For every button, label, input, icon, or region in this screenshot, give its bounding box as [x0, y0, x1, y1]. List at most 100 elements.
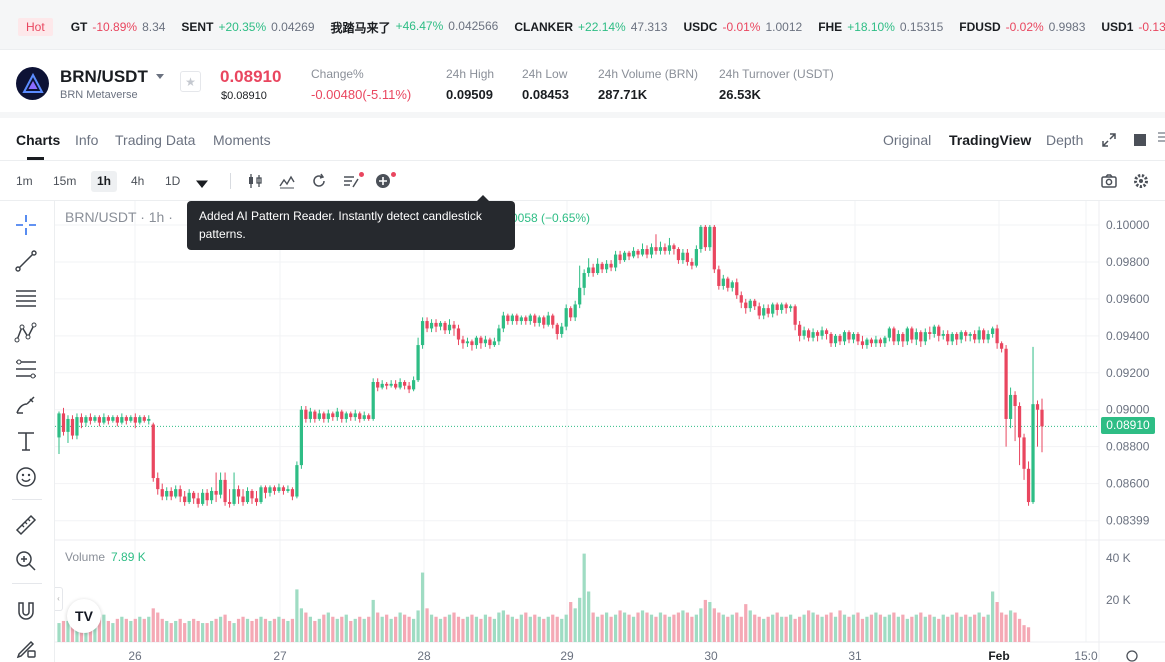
text-tool-icon[interactable] [14, 429, 38, 453]
ticker-symbol: GT [70, 20, 88, 34]
menu-icon[interactable] [1157, 131, 1165, 143]
candle-body [1004, 348, 1008, 419]
volume-bar [61, 620, 66, 642]
volume-bar [205, 623, 209, 642]
candle-body [699, 226, 703, 250]
candle-body [946, 333, 950, 342]
candle-body [299, 409, 303, 466]
ticker-item[interactable]: USD1-0.13%0.99 [1101, 20, 1165, 34]
pattern-reader-icon[interactable] [342, 172, 360, 190]
candle-body [295, 465, 299, 497]
volume-bar [385, 614, 389, 642]
replay-icon[interactable] [310, 172, 328, 190]
collapse-toolbar-handle[interactable]: ‹ [55, 587, 63, 611]
favorite-star-icon[interactable]: ★ [180, 71, 201, 92]
volume-bar [721, 614, 725, 642]
ticker-item[interactable]: SENT +20.35% 0.04269 [181, 20, 314, 34]
indicators-icon[interactable] [278, 172, 296, 190]
fullscreen-icon[interactable] [1102, 133, 1116, 147]
volume-bar [178, 618, 182, 642]
candle-body [685, 252, 690, 262]
new-feature-dot [391, 172, 396, 177]
volume-bar [115, 618, 119, 642]
price-chart[interactable]: 0.10000 0.09800 0.09600 0.09400 0.09200 0.090… [55, 195, 1165, 662]
hot-badge[interactable]: Hot [18, 18, 53, 36]
candlestick-type-icon[interactable] [246, 172, 264, 190]
candle-body [403, 382, 407, 386]
pattern-tool-icon[interactable] [14, 321, 38, 345]
candle-body [712, 226, 716, 270]
volume-bar [968, 616, 972, 642]
candle-body [874, 339, 878, 344]
view-tradingview[interactable]: TradingView [949, 132, 1032, 148]
candle-body [1031, 404, 1035, 503]
timeframe-1h[interactable]: 1h [91, 171, 118, 192]
timeframe-dropdown-icon[interactable] [193, 176, 211, 194]
candle-body [950, 333, 954, 342]
candle-body [851, 333, 856, 340]
timeframe-1d[interactable]: 1D [165, 174, 181, 188]
view-original[interactable]: Original [883, 132, 932, 148]
candle-body [75, 417, 79, 436]
crosshair-icon[interactable] [14, 213, 38, 237]
settings-gear-icon[interactable] [1132, 172, 1150, 190]
volume-bar [596, 616, 600, 642]
ticker-item[interactable]: USDC -0.01% 1.0012 [683, 20, 802, 34]
chart-canvas[interactable]: 0.10000 0.09800 0.09600 0.09400 0.09200 0.090… [55, 201, 1165, 662]
candle-body [178, 489, 182, 497]
tradingview-logo[interactable]: TV [67, 599, 101, 633]
emoji-icon[interactable] [14, 465, 38, 489]
zoom-in-icon[interactable] [14, 549, 38, 573]
ticker-item[interactable]: FDUSD -0.02% 0.9983 [959, 20, 1085, 34]
layout-icon[interactable] [1134, 134, 1146, 146]
volume-bar [299, 608, 303, 642]
candle-body [223, 479, 227, 503]
ticker-item[interactable]: 我踏马来了 +46.47% 0.042566 [331, 19, 499, 36]
volume-bar [551, 614, 555, 642]
volume-bar [582, 553, 586, 642]
fib-retracement-icon[interactable] [14, 357, 38, 381]
volume-bar [878, 614, 883, 642]
candle-body [183, 496, 187, 503]
ticker-item[interactable]: CLANKER +22.14% 47.313 [514, 20, 667, 34]
timeframe-15m[interactable]: 15m [53, 174, 77, 188]
pair-title[interactable]: BRN/USDT [60, 67, 148, 86]
stat-label: 24h Volume (BRN) [598, 67, 699, 81]
volume-bar [443, 616, 447, 642]
trend-line-icon[interactable] [14, 249, 38, 273]
candle-body [474, 337, 479, 346]
volume-bar [578, 597, 582, 642]
view-depth[interactable]: Depth [1046, 132, 1084, 148]
candle-body [192, 492, 196, 499]
tab-info[interactable]: Info [75, 132, 99, 148]
toolbar-divider [230, 173, 231, 189]
tab-charts[interactable]: Charts [16, 132, 61, 148]
volume-bar [811, 612, 815, 642]
timeframe-4h[interactable]: 4h [131, 174, 145, 188]
ai-pattern-tooltip[interactable]: Added AI Pattern Reader. Instantly detec… [187, 195, 515, 250]
camera-icon[interactable] [1100, 172, 1118, 190]
ticker-item[interactable]: FHE +18.10% 0.15315 [818, 20, 943, 34]
volume-bar [335, 618, 339, 642]
volume-bar [887, 614, 892, 642]
volume-bar [447, 614, 452, 642]
volume-bar [856, 612, 860, 642]
pair-dropdown-icon[interactable] [156, 74, 164, 79]
volume-bar [227, 620, 232, 642]
horizontal-lines-icon[interactable] [14, 285, 38, 309]
lock-drawing-icon[interactable] [14, 637, 38, 661]
timeframe-1m[interactable]: 1m [16, 174, 33, 188]
volume-bar [717, 612, 721, 642]
ticker-item[interactable]: GT -10.89% 8.34 [71, 20, 166, 34]
volume-bar [631, 616, 636, 642]
volume-bar [344, 614, 348, 642]
volume-bar [627, 614, 631, 642]
tab-moments[interactable]: Moments [213, 132, 271, 148]
tab-trading-data[interactable]: Trading Data [115, 132, 196, 148]
magnet-icon[interactable] [14, 599, 38, 623]
ruler-icon[interactable] [14, 513, 38, 537]
volume-bar [991, 591, 995, 642]
add-indicator-icon[interactable] [374, 172, 392, 190]
candle-body [88, 417, 93, 421]
brush-icon[interactable] [14, 393, 38, 417]
